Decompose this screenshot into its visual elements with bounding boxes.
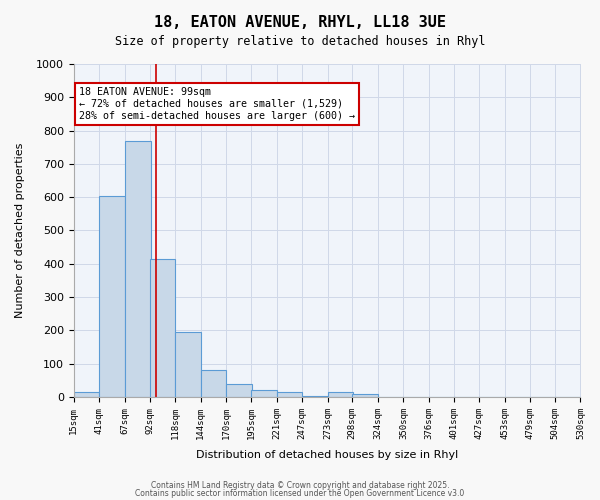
Bar bbox=[277, 392, 302, 397]
Text: Contains public sector information licensed under the Open Government Licence v3: Contains public sector information licen… bbox=[136, 488, 464, 498]
Bar bbox=[251, 390, 277, 397]
Y-axis label: Number of detached properties: Number of detached properties bbox=[15, 143, 25, 318]
Bar bbox=[352, 394, 378, 397]
X-axis label: Distribution of detached houses by size in Rhyl: Distribution of detached houses by size … bbox=[196, 450, 458, 460]
Text: 18, EATON AVENUE, RHYL, LL18 3UE: 18, EATON AVENUE, RHYL, LL18 3UE bbox=[154, 15, 446, 30]
Bar bbox=[201, 370, 226, 397]
Bar bbox=[125, 140, 151, 397]
Bar bbox=[74, 392, 100, 397]
Bar bbox=[328, 392, 353, 397]
Bar bbox=[175, 332, 201, 397]
Text: 18 EATON AVENUE: 99sqm
← 72% of detached houses are smaller (1,529)
28% of semi-: 18 EATON AVENUE: 99sqm ← 72% of detached… bbox=[79, 88, 355, 120]
Bar bbox=[149, 259, 175, 397]
Bar bbox=[100, 196, 125, 397]
Bar bbox=[226, 384, 252, 397]
Text: Size of property relative to detached houses in Rhyl: Size of property relative to detached ho… bbox=[115, 35, 485, 48]
Bar bbox=[302, 396, 328, 397]
Text: Contains HM Land Registry data © Crown copyright and database right 2025.: Contains HM Land Registry data © Crown c… bbox=[151, 481, 449, 490]
